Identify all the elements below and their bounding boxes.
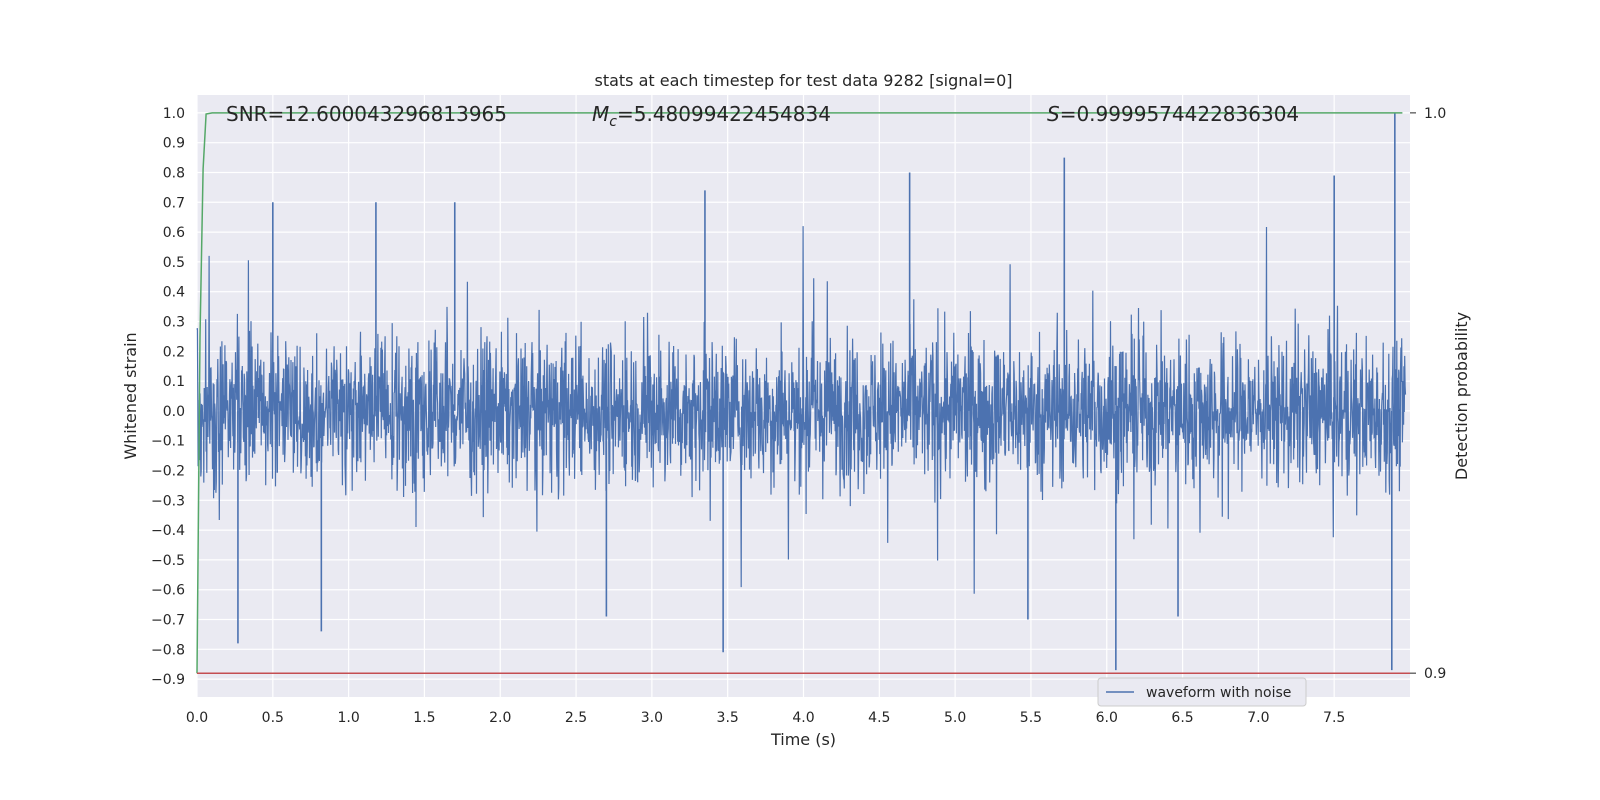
x-tick-label: 5.0 [944,710,966,726]
mc-value: =5.48099422454834 [617,102,831,126]
y-tick-label: 0.7 [163,195,185,211]
waveform-line [196,226,1407,594]
right-axis-ticks: 1.0 0.9 [1410,106,1446,682]
detection-probability-line [196,112,1403,674]
x-tick-label: 6.5 [1171,710,1193,726]
x-tick-label: 0.0 [186,710,208,726]
x-tick-label: 4.0 [792,710,814,726]
y-tick-label: 0.3 [163,314,185,330]
y-tick-label: −0.5 [151,553,185,569]
y-axis-ticks: 1.0 0.9 0.8 0.7 0.6 0.5 0.4 0.3 0.2 0.1 0.0 −0.1 −0.… [151,106,185,688]
y-tick-label: −0.7 [151,613,185,629]
chart-title: stats at each timestep for test data 928… [594,71,1012,90]
legend-label: waveform with noise [1146,685,1291,701]
y-tick-label: −0.6 [151,583,185,599]
legend: waveform with noise [1097,677,1307,707]
x-tick-label: 1.5 [413,710,435,726]
x-tick-label: 2.0 [489,710,511,726]
snr-annotation: SNR=12.600043296813965 [226,102,507,126]
y-tick-label: 0.8 [163,165,185,181]
x-tick-label: 7.0 [1247,710,1269,726]
score-annotation: S=0.9999574422836304 [1047,102,1299,126]
mc-symbol: M [592,102,609,126]
x-axis-ticks: 0.0 0.5 1.0 1.5 2.0 2.5 3.0 3.5 4.0 4.5 5.0 5.5 6.0 6… [186,710,1345,726]
s-value: =0.9999574422836304 [1060,102,1299,126]
y-tick-label: 0.5 [163,255,185,271]
y-tick-label: 1.0 [163,106,185,122]
waveform-series [196,112,1407,671]
x-tick-label: 3.0 [641,710,663,726]
probability-series [196,112,1410,674]
right-tick-label: 0.9 [1424,666,1446,682]
x-tick-label: 5.5 [1020,710,1042,726]
x-tick-label: 0.5 [262,710,284,726]
y-axis-label: Whitened strain [121,332,140,459]
legend-box [1097,677,1307,707]
y-tick-label: −0.3 [151,493,185,509]
y-tick-label: 0.6 [163,225,185,241]
x-tick-label: 1.0 [337,710,359,726]
y-tick-label: −0.4 [151,523,185,539]
y-tick-label: −0.2 [151,464,185,480]
y-tick-label: 0.9 [163,136,185,152]
y-tick-label: 0.4 [163,285,185,301]
y-tick-label: 0.2 [163,344,185,360]
y-tick-label: −0.1 [151,434,185,450]
y-tick-label: 0.0 [163,404,185,420]
mc-subscript: c [609,114,617,130]
x-tick-label: 4.5 [868,710,890,726]
x-tick-label: 2.5 [565,710,587,726]
x-axis-label: Time (s) [770,730,836,749]
right-tick-label: 1.0 [1424,106,1446,122]
y-tick-label: −0.9 [151,672,185,688]
x-tick-label: 6.0 [1096,710,1118,726]
x-tick-label: 3.5 [717,710,739,726]
x-tick-label: 7.5 [1323,710,1345,726]
y-tick-label: −0.8 [151,642,185,658]
s-symbol: S [1047,102,1060,126]
right-axis-label: Detection probability [1452,312,1471,480]
chirp-mass-annotation: Mc=5.48099422454834 [592,102,831,130]
y-tick-label: 0.1 [163,374,185,390]
